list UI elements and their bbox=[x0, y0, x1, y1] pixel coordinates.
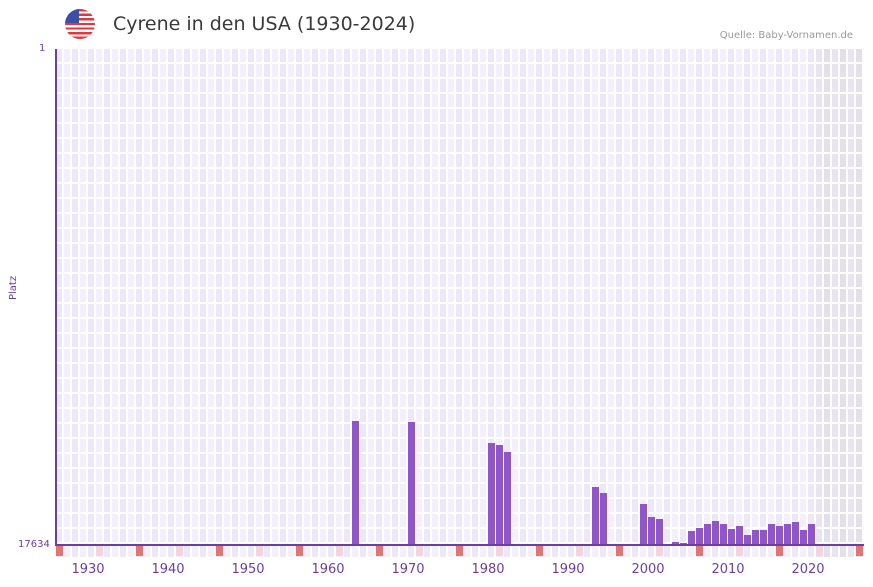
x-tick-1960: 1960 bbox=[311, 562, 345, 577]
chart-title: Cyrene in den USA (1930-2024) bbox=[113, 13, 416, 35]
y-tick-top: 1 bbox=[39, 43, 46, 54]
bar-1983 bbox=[496, 444, 503, 545]
bar-2017 bbox=[768, 523, 775, 545]
y-axis-title: Platz bbox=[8, 275, 19, 300]
bar-1972 bbox=[408, 422, 415, 545]
bar-2003 bbox=[656, 518, 663, 545]
bar-2018 bbox=[776, 526, 783, 545]
bar-2020 bbox=[792, 521, 799, 545]
x-tick-1990: 1990 bbox=[551, 562, 585, 577]
bar-1982 bbox=[488, 442, 495, 545]
x-tick-1930: 1930 bbox=[71, 562, 105, 577]
bar-2019 bbox=[784, 524, 791, 545]
bar-2001 bbox=[640, 504, 647, 545]
x-tick-2020: 2020 bbox=[791, 562, 825, 577]
bar-2007 bbox=[688, 531, 695, 545]
bar-2021 bbox=[800, 529, 807, 545]
bar-2022 bbox=[808, 524, 815, 545]
bar-2016 bbox=[760, 529, 767, 545]
bar-2015 bbox=[752, 529, 759, 545]
x-tick-1980: 1980 bbox=[471, 562, 505, 577]
x-tick-1970: 1970 bbox=[391, 562, 425, 577]
bar-2010 bbox=[712, 521, 719, 545]
bar-2009 bbox=[704, 524, 711, 545]
bar-2011 bbox=[720, 524, 727, 545]
x-tick-1940: 1940 bbox=[151, 562, 185, 577]
source-label: Quelle: Baby-Vornamen.de bbox=[719, 30, 853, 41]
y-axis-line bbox=[55, 49, 57, 546]
bar-2014 bbox=[744, 535, 751, 545]
x-axis-line bbox=[56, 544, 864, 546]
x-tick-2000: 2000 bbox=[631, 562, 665, 577]
bar-2012 bbox=[728, 528, 735, 545]
bar-2006 bbox=[680, 542, 687, 545]
bar-1996 bbox=[600, 493, 607, 545]
bar-2002 bbox=[648, 517, 655, 545]
x-tick-2010: 2010 bbox=[711, 562, 745, 577]
plot-area bbox=[56, 49, 864, 557]
bar-1984 bbox=[504, 452, 511, 545]
x-tick-1950: 1950 bbox=[231, 562, 265, 577]
bar-1995 bbox=[592, 487, 599, 545]
bar-2013 bbox=[736, 526, 743, 545]
usa-flag-icon bbox=[65, 9, 95, 39]
bar-1965 bbox=[352, 420, 359, 545]
bar-2005 bbox=[672, 541, 679, 545]
bar-2008 bbox=[696, 528, 703, 545]
y-tick-bottom: 17634 bbox=[18, 539, 50, 550]
